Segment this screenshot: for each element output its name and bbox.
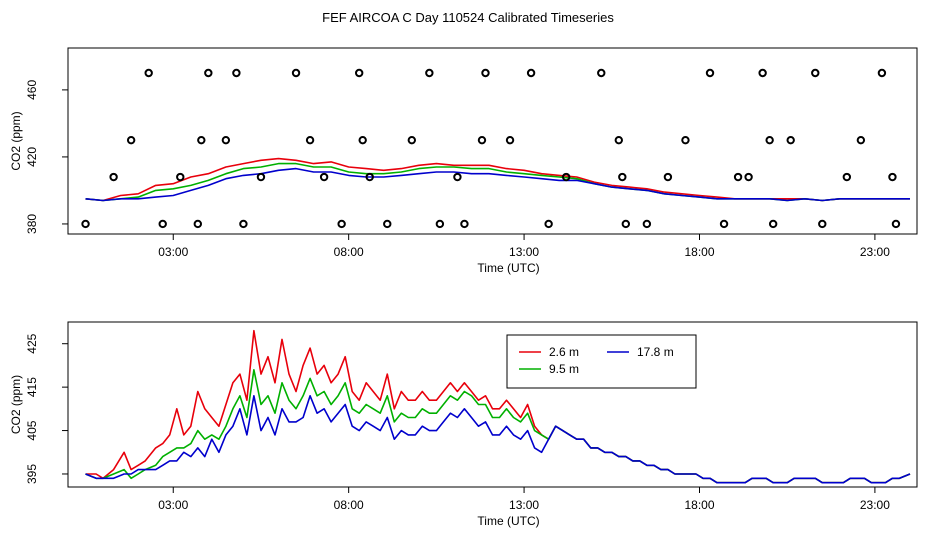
y-tick-label: 415 — [25, 377, 39, 397]
flag-point — [144, 68, 153, 78]
series-line-17-8-m — [85, 167, 910, 202]
flag-point — [239, 219, 248, 229]
flag-point — [842, 172, 852, 182]
x-axis-label: Time (UTC) — [477, 514, 539, 528]
flag-point — [614, 135, 623, 145]
x-tick-label: 08:00 — [334, 245, 364, 259]
flag-point — [109, 172, 118, 182]
flag-point — [642, 219, 652, 229]
legend-label: 2.6 m — [549, 345, 579, 359]
flag-point — [681, 135, 690, 145]
flag-point — [305, 135, 315, 145]
y-axis-label: CO2 (ppm) — [9, 375, 23, 434]
flag-point — [663, 172, 673, 182]
flag-point — [383, 219, 392, 229]
x-tick-label: 18:00 — [684, 498, 714, 512]
x-axis-label: Time (UTC) — [477, 261, 539, 275]
x-tick-label: 03:00 — [158, 498, 188, 512]
flag-point — [256, 172, 266, 182]
x-tick-label: 03:00 — [158, 245, 188, 259]
top-panel: 03:00 08:00 13:00 18:00 23:00 Time (UTC) 380 42… — [9, 47, 918, 275]
flag-point — [158, 219, 167, 229]
flag-point — [891, 219, 901, 229]
flag-point — [176, 172, 185, 182]
y-tick-label: 395 — [25, 464, 39, 484]
series-line-9-5-m — [85, 162, 910, 202]
flag-point — [221, 135, 231, 145]
bottom-panel: 03:00 08:00 13:00 18:00 23:00 Time (UTC) 395 40… — [9, 321, 918, 528]
legend-label: 17.8 m — [637, 345, 674, 359]
flag-point — [337, 219, 346, 229]
series-line-9-5-m — [85, 368, 911, 484]
y-tick-label: 460 — [25, 80, 39, 100]
y-tick-label: 420 — [25, 147, 39, 167]
flag-point — [365, 172, 374, 182]
flag-point — [621, 219, 631, 229]
x-tick-label: 13:00 — [509, 498, 539, 512]
flag-point — [786, 135, 795, 145]
flag-point — [126, 135, 136, 145]
flag-point — [81, 219, 90, 229]
flag-point — [460, 219, 469, 229]
flag-point — [765, 135, 774, 145]
series-line-17-8-m — [85, 394, 911, 484]
flag-point — [354, 68, 364, 78]
x-tick-label: 23:00 — [860, 245, 890, 259]
flag-point — [425, 68, 434, 78]
flag-point — [319, 172, 329, 182]
plot-frame — [67, 321, 918, 488]
x-tick-label: 18:00 — [684, 245, 714, 259]
y-tick-label: 405 — [25, 420, 39, 440]
x-tick-label: 23:00 — [860, 498, 890, 512]
x-tick-label: 13:00 — [509, 245, 539, 259]
flag-point — [197, 135, 206, 145]
y-tick-label: 425 — [25, 333, 39, 353]
flag-point — [758, 68, 767, 78]
plot-frame — [67, 47, 918, 235]
flag-point — [505, 135, 515, 145]
legend-box — [506, 334, 697, 389]
flag-point — [407, 135, 417, 145]
x-tick-label: 08:00 — [334, 498, 364, 512]
flag-point — [477, 135, 487, 145]
flag-point — [888, 172, 897, 182]
flag-point — [232, 68, 241, 78]
flag-point — [358, 135, 367, 145]
flag-point — [856, 135, 866, 145]
flag-point — [453, 172, 462, 182]
flag-point — [435, 219, 445, 229]
y-axis-label: CO2 (ppm) — [9, 111, 23, 170]
flag-point — [618, 172, 627, 182]
flag-point — [526, 68, 536, 78]
legend-label: 9.5 m — [549, 362, 579, 376]
series-line-2-6-m — [85, 329, 911, 484]
flag-point — [193, 219, 203, 229]
flag-point — [719, 219, 729, 229]
flag-point — [544, 219, 553, 229]
y-tick-label: 380 — [25, 214, 39, 234]
flag-point — [744, 172, 753, 182]
flag-point — [705, 68, 715, 78]
chart-title: FEF AIRCOA C Day 110524 Calibrated Times… — [322, 10, 614, 25]
flag-point — [877, 68, 887, 78]
flag-point — [733, 172, 743, 182]
flag-point — [818, 219, 827, 229]
flag-point — [597, 68, 606, 78]
flag-point — [811, 68, 820, 78]
flag-point — [204, 68, 213, 78]
flag-point — [768, 219, 778, 229]
flag-point — [291, 68, 301, 78]
flag-point — [561, 172, 571, 182]
flag-point — [481, 68, 490, 78]
